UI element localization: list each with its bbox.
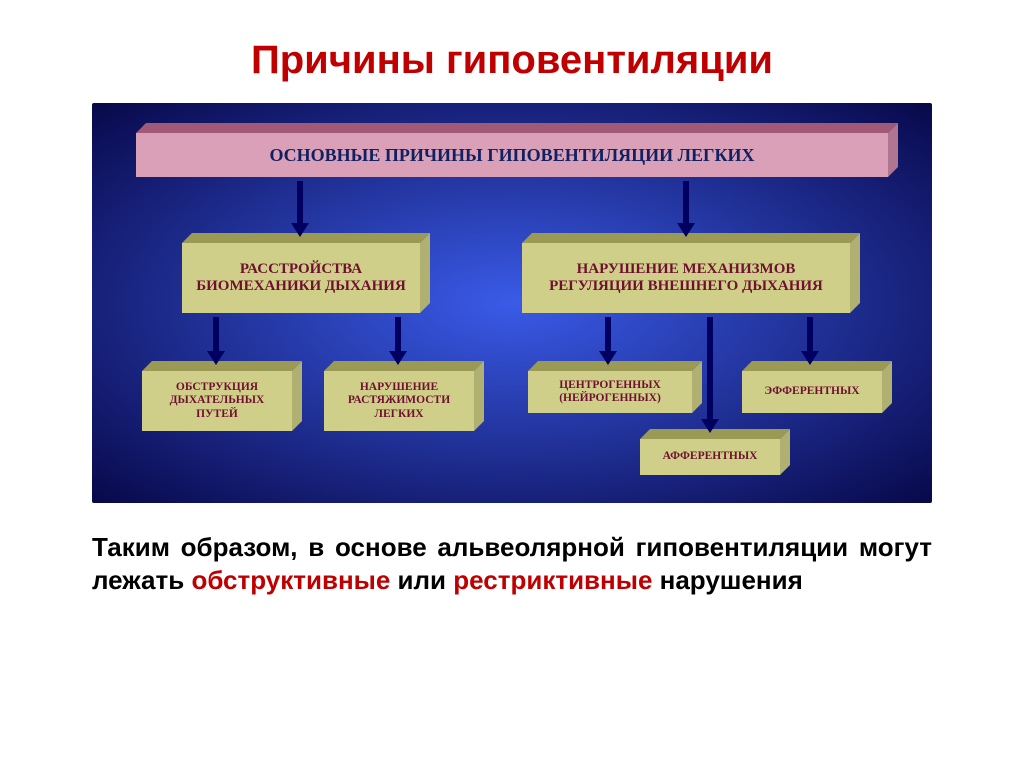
bottom-part-1: обструктивные: [191, 565, 390, 595]
level2-box-1-label: НАРУШЕНИЕ МЕХАНИЗМОВ РЕГУЛЯЦИИ ВНЕШНЕГО …: [522, 243, 850, 313]
level3-box-3-label: ЭФФЕРЕНТНЫХ: [742, 371, 882, 413]
bottom-part-3: рестриктивные: [453, 565, 652, 595]
level3-box-0-label: ОБСТРУКЦИЯ ДЫХАТЕЛЬНЫХ ПУТЕЙ: [142, 371, 292, 431]
bottom-part-2: или: [390, 565, 453, 595]
level3-box-2-label: ЦЕНТРОГЕННЫХ (НЕЙРОГЕННЫХ): [528, 371, 692, 413]
diagram-header-label: ОСНОВНЫЕ ПРИЧИНЫ ГИПОВЕНТИЛЯЦИИ ЛЕГКИХ: [136, 133, 888, 177]
level3-box-1: НАРУШЕНИЕ РАСТЯЖИМОСТИ ЛЕГКИХ: [324, 371, 474, 431]
bottom-part-4: нарушения: [652, 565, 802, 595]
level2-box-0: РАССТРОЙСТВА БИОМЕХАНИКИ ДЫХАНИЯ: [182, 243, 420, 313]
level3-box-0: ОБСТРУКЦИЯ ДЫХАТЕЛЬНЫХ ПУТЕЙ: [142, 371, 292, 431]
level3-box-4-label: АФФЕРЕНТНЫХ: [640, 439, 780, 475]
diagram-container: ОСНОВНЫЕ ПРИЧИНЫ ГИПОВЕНТИЛЯЦИИ ЛЕГКИХ РА…: [92, 103, 932, 503]
level2-box-0-label: РАССТРОЙСТВА БИОМЕХАНИКИ ДЫХАНИЯ: [182, 243, 420, 313]
level3-box-1-label: НАРУШЕНИЕ РАСТЯЖИМОСТИ ЛЕГКИХ: [324, 371, 474, 431]
level2-box-1: НАРУШЕНИЕ МЕХАНИЗМОВ РЕГУЛЯЦИИ ВНЕШНЕГО …: [522, 243, 850, 313]
slide-title: Причины гиповентиляции: [0, 0, 1024, 103]
diagram-header: ОСНОВНЫЕ ПРИЧИНЫ ГИПОВЕНТИЛЯЦИИ ЛЕГКИХ: [136, 133, 888, 177]
level3-box-4: АФФЕРЕНТНЫХ: [640, 439, 780, 475]
level3-box-3: ЭФФЕРЕНТНЫХ: [742, 371, 882, 413]
level3-box-2: ЦЕНТРОГЕННЫХ (НЕЙРОГЕННЫХ): [528, 371, 692, 413]
bottom-paragraph: Таким образом, в основе альвеолярной гип…: [92, 531, 932, 596]
